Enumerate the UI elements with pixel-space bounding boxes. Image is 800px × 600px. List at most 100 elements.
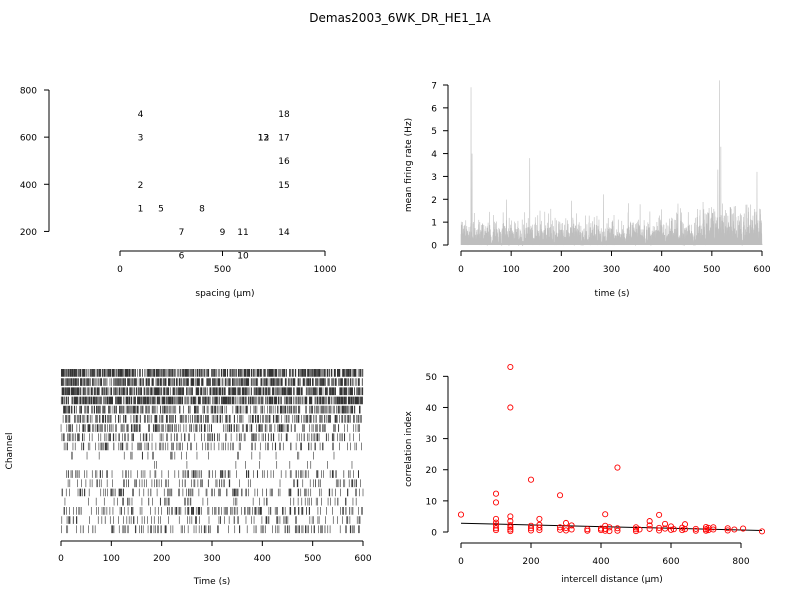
firing-rate-x-tick-label: 600 <box>753 265 770 275</box>
raster-channel-spikes <box>71 451 335 460</box>
correlation-point <box>584 527 591 534</box>
raster-channel-spikes <box>61 525 360 534</box>
raster-channel-spikes <box>60 378 363 386</box>
correlation-point <box>692 525 699 532</box>
electrode-label: 6 <box>179 252 185 262</box>
electrode-label: 1 <box>138 204 144 214</box>
raster-channel-spikes <box>62 415 362 423</box>
raster-channel-spikes <box>154 461 353 469</box>
correlation-x-tick-label: 400 <box>592 557 609 567</box>
raster-x-tick-label: 400 <box>254 554 271 564</box>
correlation-y-tick-label: 20 <box>426 466 438 476</box>
correlation-point <box>507 528 514 535</box>
correlation-point <box>606 528 613 535</box>
correlation-point <box>731 526 738 533</box>
electrode-label: 9 <box>220 228 226 238</box>
raster-channel-spikes <box>60 424 361 432</box>
correlation-point <box>646 518 653 525</box>
raster-channel-spikes <box>61 488 364 497</box>
correlation-point <box>662 520 669 527</box>
electrode-label: 12 <box>258 134 269 144</box>
electrode-label: 5 <box>158 204 164 214</box>
layout-y-tick-label: 400 <box>20 181 37 191</box>
correlation-point <box>492 490 500 497</box>
electrode-label: 3 <box>138 134 144 144</box>
raster-channel-spikes <box>64 497 357 506</box>
correlation-point <box>710 524 717 531</box>
correlation-point <box>562 524 570 532</box>
correlation-point <box>681 521 689 528</box>
correlation-point <box>710 526 717 533</box>
correlation-point <box>632 526 640 533</box>
raster-channel-spikes <box>60 396 363 405</box>
correlation-point <box>646 522 653 529</box>
correlation-y-axis-label: correlation index <box>404 410 414 486</box>
correlation-point <box>562 519 570 527</box>
firing-rate-x-tick-label: 200 <box>553 265 570 275</box>
correlation-point <box>557 526 564 533</box>
layout-y-tick-label: 800 <box>20 87 37 97</box>
correlation-point <box>507 513 514 520</box>
firing-rate-x-axis-label: time (s) <box>595 289 630 299</box>
electrode-label: 18 <box>278 110 290 120</box>
firing-rate-y-tick-label: 6 <box>431 104 437 114</box>
correlation-point <box>507 522 514 529</box>
correlation-point <box>527 522 535 529</box>
electrode-label: 14 <box>278 228 290 238</box>
raster-x-axis-label: Time (s) <box>193 577 231 587</box>
electrode-label: 2 <box>138 181 144 191</box>
correlation-point <box>602 511 609 518</box>
correlation-point <box>507 363 514 371</box>
correlation-point <box>614 525 621 532</box>
correlation-panel: 0 200 400 600 800 0 10 20 30 40 50 intercell dista… <box>404 363 766 585</box>
correlation-point <box>636 526 643 533</box>
raster-channel-spikes <box>66 470 359 478</box>
correlation-point <box>536 515 543 522</box>
correlation-point <box>527 476 535 483</box>
raster-channel-spikes <box>61 516 361 524</box>
raster-x-tick-label: 600 <box>354 554 371 564</box>
correlation-point <box>724 525 731 532</box>
correlation-point <box>656 527 663 534</box>
correlation-point <box>740 525 747 532</box>
electrode-label: 17 <box>278 134 289 144</box>
firing-rate-y-tick-label: 1 <box>431 219 437 229</box>
correlation-y-tick-label: 30 <box>426 435 438 445</box>
correlation-point <box>692 527 699 534</box>
correlation-point <box>492 527 500 534</box>
figure-title: Demas2003_6WK_DR_HE1_1A <box>309 11 491 25</box>
correlation-point <box>614 527 621 534</box>
correlation-x-tick-label: 800 <box>732 557 749 567</box>
correlation-point <box>667 526 675 533</box>
correlation-point <box>562 527 570 534</box>
layout-x-axis-label: spacing (µm) <box>195 289 254 299</box>
correlation-point <box>679 527 686 534</box>
correlation-point <box>681 526 689 533</box>
firing-rate-trace <box>460 80 763 247</box>
firing-rate-y-tick-label: 3 <box>431 173 437 183</box>
correlation-point <box>557 492 564 499</box>
correlation-point <box>557 524 564 531</box>
raster-channel-spikes <box>61 369 364 377</box>
electrode-label: 4 <box>138 110 144 120</box>
raster-x-tick-label: 100 <box>103 554 120 564</box>
firing-rate-x-tick-label: 100 <box>503 265 520 275</box>
raster-x-tick-label: 500 <box>304 554 321 564</box>
layout-y-tick-label: 600 <box>20 134 37 144</box>
electrode-label: 10 <box>237 252 249 262</box>
correlation-point <box>602 527 609 534</box>
firing-rate-y-tick-label: 4 <box>431 150 437 160</box>
firing-rate-y-tick-label: 5 <box>431 127 437 137</box>
electrode-label: 11 <box>237 228 248 238</box>
correlation-point <box>492 499 500 506</box>
spike-raster-panel: 0 100 200 300 400 500 600 Time (s) Channel <box>5 369 372 587</box>
correlation-y-tick-label: 10 <box>426 497 438 507</box>
correlation-x-axis-label: intercell distance (µm) <box>561 575 663 585</box>
correlation-point <box>656 524 663 532</box>
correlation-point <box>536 524 543 531</box>
correlation-point <box>662 525 669 532</box>
correlation-point <box>507 524 514 531</box>
correlation-point <box>527 525 535 532</box>
correlation-point <box>597 527 605 534</box>
